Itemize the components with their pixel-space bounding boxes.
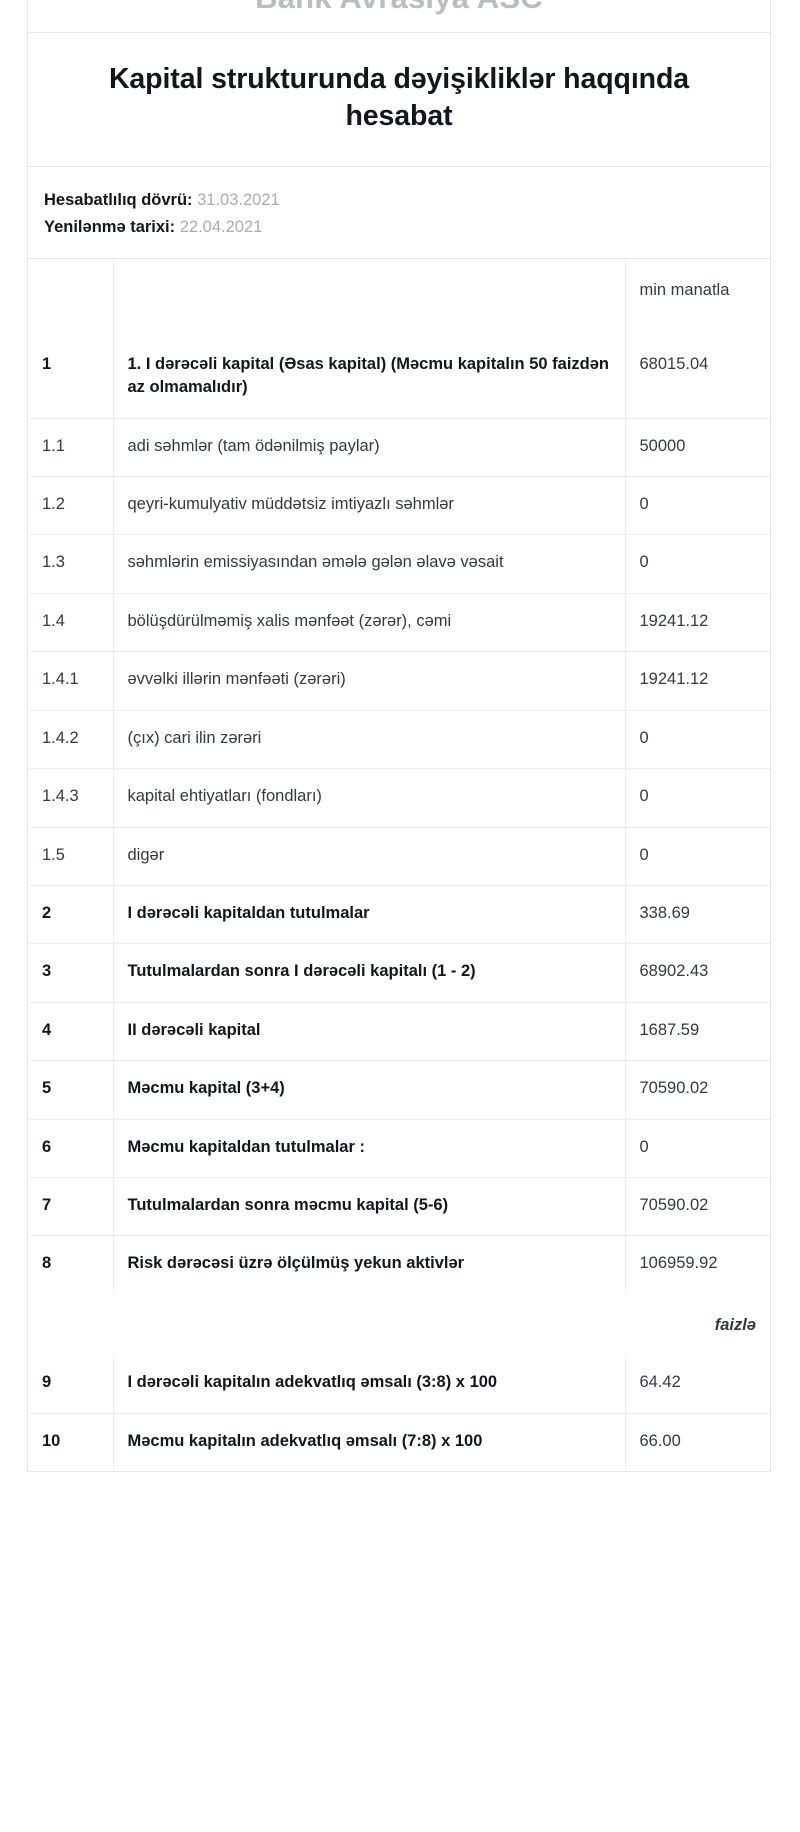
table-row: 3 Tutulmalardan sonra I dərəcəli kapitalı… <box>28 943 770 1003</box>
table-row: 1.4.1 əvvəlki illərin mənfəəti (zərəri) 19… <box>28 651 770 711</box>
row-number: 1.4.3 <box>28 768 114 828</box>
row-number: 1 <box>28 336 114 419</box>
row-value: 0 <box>625 826 770 886</box>
row-description: əvvəlki illərin mənfəəti (zərəri) <box>113 651 626 711</box>
updated-date-label: Yenilənmə tarixi: <box>44 217 176 236</box>
updated-date-row: Yenilənmə tarixi: 22.04.2021 <box>44 214 770 241</box>
table-header-row: min manatla <box>28 259 770 337</box>
row-description: bölüşdürülməmiş xalis mənfəət (zərər), c… <box>113 592 626 652</box>
row-number: 1.4.1 <box>28 651 114 711</box>
row-number: 8 <box>28 1235 114 1294</box>
bank-name-band: Bank Avrasiya ASC <box>28 0 770 33</box>
row-description: Tutulmalardan sonra I dərəcəli kapitalı … <box>113 943 626 1003</box>
row-value: 0 <box>625 709 770 769</box>
row-number: 1.3 <box>28 534 114 594</box>
row-value: 19241.12 <box>625 651 770 711</box>
table-row: 1.1 adi səhmlər (tam ödənilmiş paylar) 500… <box>28 417 770 477</box>
report-meta: Hesabatlılıq dövrü: 31.03.2021 Yenilənmə… <box>28 167 770 260</box>
row-value: 0 <box>625 534 770 594</box>
row-value: 0 <box>625 475 770 535</box>
table-row: 1 1. I dərəcəli kapital (Əsas kapital) (M… <box>28 336 770 419</box>
table-row: 7 Tutulmalardan sonra məcmu kapital (5-6)… <box>28 1177 770 1236</box>
row-description: qeyri-kumulyativ müddətsiz imtiyazlı səh… <box>113 475 626 535</box>
row-number: 1.5 <box>28 826 114 886</box>
table-row: 1.4 bölüşdürülməmiş xalis mənfəət (zərər)… <box>28 592 770 652</box>
row-description: Tutulmalardan sonra məcmu kapital (5-6) <box>113 1177 626 1236</box>
row-value: 19241.12 <box>625 592 770 652</box>
bank-name: Bank Avrasiya ASC <box>44 0 754 16</box>
row-description: kapital ehtiyatları (fondları) <box>113 768 626 828</box>
row-description: adi səhmlər (tam ödənilmiş paylar) <box>113 417 626 477</box>
header-blank-desc <box>113 259 626 337</box>
row-description: Məcmu kapitaldan tutulmalar : <box>113 1118 626 1178</box>
percent-header-row: faizlə <box>28 1294 770 1355</box>
table-row: 8 Risk dərəcəsi üzrə ölçülmüş yekun aktiv… <box>28 1235 770 1294</box>
row-number: 1.1 <box>28 417 114 477</box>
row-value: 64.42 <box>639 1373 681 1392</box>
percent-blank-desc <box>113 1294 625 1355</box>
page-title: Kapital strukturunda dəyişikliklər haqqı… <box>108 62 690 133</box>
row-description: səhmlərin emissiyasından əmələ gələn əla… <box>113 534 626 594</box>
row-value: 338.69 <box>625 884 770 944</box>
table-row: 6 Məcmu kapitaldan tutulmalar :0 <box>28 1118 770 1178</box>
reporting-period-value: 31.03.2021 <box>197 190 280 209</box>
percent-header: faizlə <box>714 1315 756 1334</box>
units-header: min manatla <box>639 281 730 300</box>
row-number: 6 <box>28 1118 114 1178</box>
row-description: Məcmu kapital (3+4) <box>113 1060 626 1120</box>
row-value: 68015.04 <box>639 354 709 373</box>
reporting-period-row: Hesabatlılıq dövrü: 31.03.2021 <box>44 187 770 214</box>
row-number: 10 <box>28 1412 114 1472</box>
row-value: 50000 <box>625 417 770 477</box>
row-number: 1.2 <box>28 475 114 535</box>
percent-blank-num <box>28 1294 113 1355</box>
row-description: II dərəcəli kapital <box>113 1001 626 1061</box>
table-row: 1.4.2 (çıx) cari ilin zərəri 0 <box>28 709 770 769</box>
table-body: min manatla <box>28 259 770 337</box>
report-document: Bank Avrasiya ASC Kapital strukturunda d… <box>27 0 771 1473</box>
row-description: I dərəcəli kapitaldan tutulmalar <box>113 884 626 944</box>
row-value: 1687.59 <box>625 1001 770 1061</box>
table-row: 4 II dərəcəli kapital 1687.59 <box>28 1001 770 1061</box>
row-number: 7 <box>28 1177 114 1236</box>
report-title-band: Kapital strukturunda dəyişikliklər haqqı… <box>28 33 770 167</box>
row-description: 1. I dərəcəli kapital (Əsas kapital) (Mə… <box>113 336 626 419</box>
table-row: 1.3 səhmlərin emissiyasından əmələ gələn … <box>28 534 770 594</box>
row-value: 66.00 <box>625 1412 770 1472</box>
row-number: 2 <box>28 884 114 944</box>
row-value: 68902.43 <box>625 943 770 1003</box>
row-description: Risk dərəcəsi üzrə ölçülmüş yekun aktivl… <box>113 1235 626 1294</box>
main-rows-body: 1 1. I dərəcəli kapital (Əsas kapital) (M… <box>28 336 770 1294</box>
row-number: 5 <box>28 1060 114 1120</box>
row-description: digər <box>113 826 626 886</box>
row-value: 0 <box>625 768 770 828</box>
row-description: I dərəcəli kapitalın adekvatlıq əmsalı (… <box>113 1355 626 1414</box>
row-number: 9 <box>28 1355 114 1414</box>
row-number: 1.4.2 <box>28 709 114 769</box>
row-value: 70590.02 <box>625 1177 770 1236</box>
row-value: 0 <box>625 1118 770 1178</box>
row-number: 1.4 <box>28 592 114 652</box>
reporting-period-label: Hesabatlılıq dövrü: <box>44 190 193 209</box>
table-row: 1.5 digər 0 <box>28 826 770 886</box>
table-row: 10 Məcmu kapitalın adekvatlıq əmsalı (7:8… <box>28 1412 770 1472</box>
table-row: 5 Məcmu kapital (3+4) 70590.02 <box>28 1060 770 1120</box>
percent-header-body: faizlə <box>28 1294 770 1355</box>
row-value: 70590.02 <box>625 1060 770 1120</box>
table-row: 1.4.3 kapital ehtiyatları (fondları) 0 <box>28 768 770 828</box>
row-number: 4 <box>28 1001 114 1061</box>
row-number: 3 <box>28 943 114 1003</box>
row-description: Məcmu kapitalın adekvatlıq əmsalı (7:8) … <box>113 1412 626 1472</box>
header-blank-num <box>28 259 114 337</box>
row-description: (çıx) cari ilin zərəri <box>113 709 626 769</box>
updated-date-value: 22.04.2021 <box>179 217 263 236</box>
row-value: 106959.92 <box>625 1235 770 1294</box>
capital-structure-table: min manatla 1 1. I dərəcəli kapital (Əsas… <box>28 259 770 1472</box>
table-row: 1.2 qeyri-kumulyativ müddətsiz imtiyazlı … <box>28 475 770 535</box>
